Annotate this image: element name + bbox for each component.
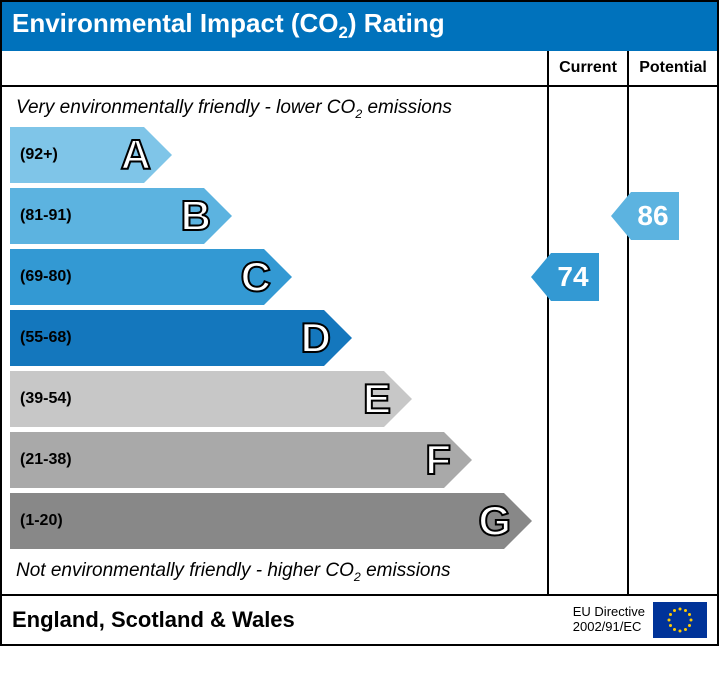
band-letter: C — [241, 253, 270, 301]
caption-top-post: emissions — [362, 97, 452, 118]
band-row-d: (55-68) D — [10, 310, 543, 366]
band-bars: (92+) A (81-91) B (69-80) C (55-68) D (39-54) E (2… — [6, 127, 543, 549]
chart-area: Very environmentally friendly - lower CO… — [2, 87, 547, 594]
caption-top-pre: Very environmentally friendly - lower CO — [16, 97, 355, 118]
band-letter: E — [363, 375, 390, 423]
title-bar: Environmental Impact (CO2) Rating — [2, 2, 717, 51]
band-row-a: (92+) A — [10, 127, 543, 183]
band-letter: A — [121, 131, 150, 179]
band-range: (39-54) — [10, 390, 72, 408]
band-bar: (39-54)E — [10, 371, 384, 427]
main-grid: Current Potential Very environmentally f… — [2, 51, 717, 594]
directive-text: EU Directive 2002/91/EC — [573, 605, 645, 635]
eu-flag-icon — [653, 602, 707, 638]
footer-directive: EU Directive 2002/91/EC — [517, 596, 717, 644]
current-rating-pointer: 74 — [531, 253, 627, 301]
pointer-arrow-icon — [531, 253, 551, 301]
footer-region: England, Scotland & Wales — [2, 599, 517, 641]
caption-bottom-pre: Not environmentally friendly - higher CO — [16, 560, 354, 581]
column-header-current: Current — [547, 51, 627, 87]
header-spacer — [2, 51, 547, 87]
band-bar: (1-20)G — [10, 493, 504, 549]
pointer-arrow-icon — [611, 192, 631, 240]
band-range: (21-38) — [10, 451, 72, 469]
band-letter: B — [181, 192, 210, 240]
title-text-post: ) Rating — [348, 8, 445, 38]
potential-rating-value: 86 — [631, 192, 679, 240]
band-range: (92+) — [10, 146, 58, 164]
directive-line2: 2002/91/EC — [573, 620, 645, 635]
band-bar: (81-91)B — [10, 188, 204, 244]
band-row-f: (21-38) F — [10, 432, 543, 488]
band-range: (55-68) — [10, 329, 72, 347]
band-row-b: (81-91) B — [10, 188, 543, 244]
band-letter: F — [425, 436, 450, 484]
band-row-g: (1-20) G — [10, 493, 543, 549]
column-header-potential: Potential — [627, 51, 717, 87]
directive-line1: EU Directive — [573, 605, 645, 620]
band-row-c: (69-80) C — [10, 249, 543, 305]
potential-column: 86 — [627, 87, 717, 594]
band-bar: (92+)A — [10, 127, 144, 183]
caption-top: Very environmentally friendly - lower CO… — [6, 91, 543, 127]
footer: England, Scotland & Wales EU Directive 2… — [2, 594, 717, 644]
band-range: (81-91) — [10, 207, 72, 225]
band-bar: (55-68)D — [10, 310, 324, 366]
current-rating-value: 74 — [551, 253, 599, 301]
current-column: 74 — [547, 87, 627, 594]
title-text-pre: Environmental Impact (CO — [12, 8, 339, 38]
band-range: (69-80) — [10, 268, 72, 286]
band-letter: G — [478, 497, 510, 545]
caption-bottom: Not environmentally friendly - higher CO… — [6, 554, 543, 590]
title-sub: 2 — [339, 23, 348, 42]
caption-bottom-post: emissions — [361, 560, 451, 581]
rating-card: Environmental Impact (CO2) Rating Curren… — [0, 0, 719, 646]
caption-bottom-sub: 2 — [354, 570, 361, 584]
band-range: (1-20) — [10, 512, 63, 530]
band-letter: D — [301, 314, 330, 362]
band-row-e: (39-54) E — [10, 371, 543, 427]
band-bar: (69-80)C — [10, 249, 264, 305]
potential-rating-pointer: 86 — [611, 192, 717, 240]
band-bar: (21-38)F — [10, 432, 444, 488]
